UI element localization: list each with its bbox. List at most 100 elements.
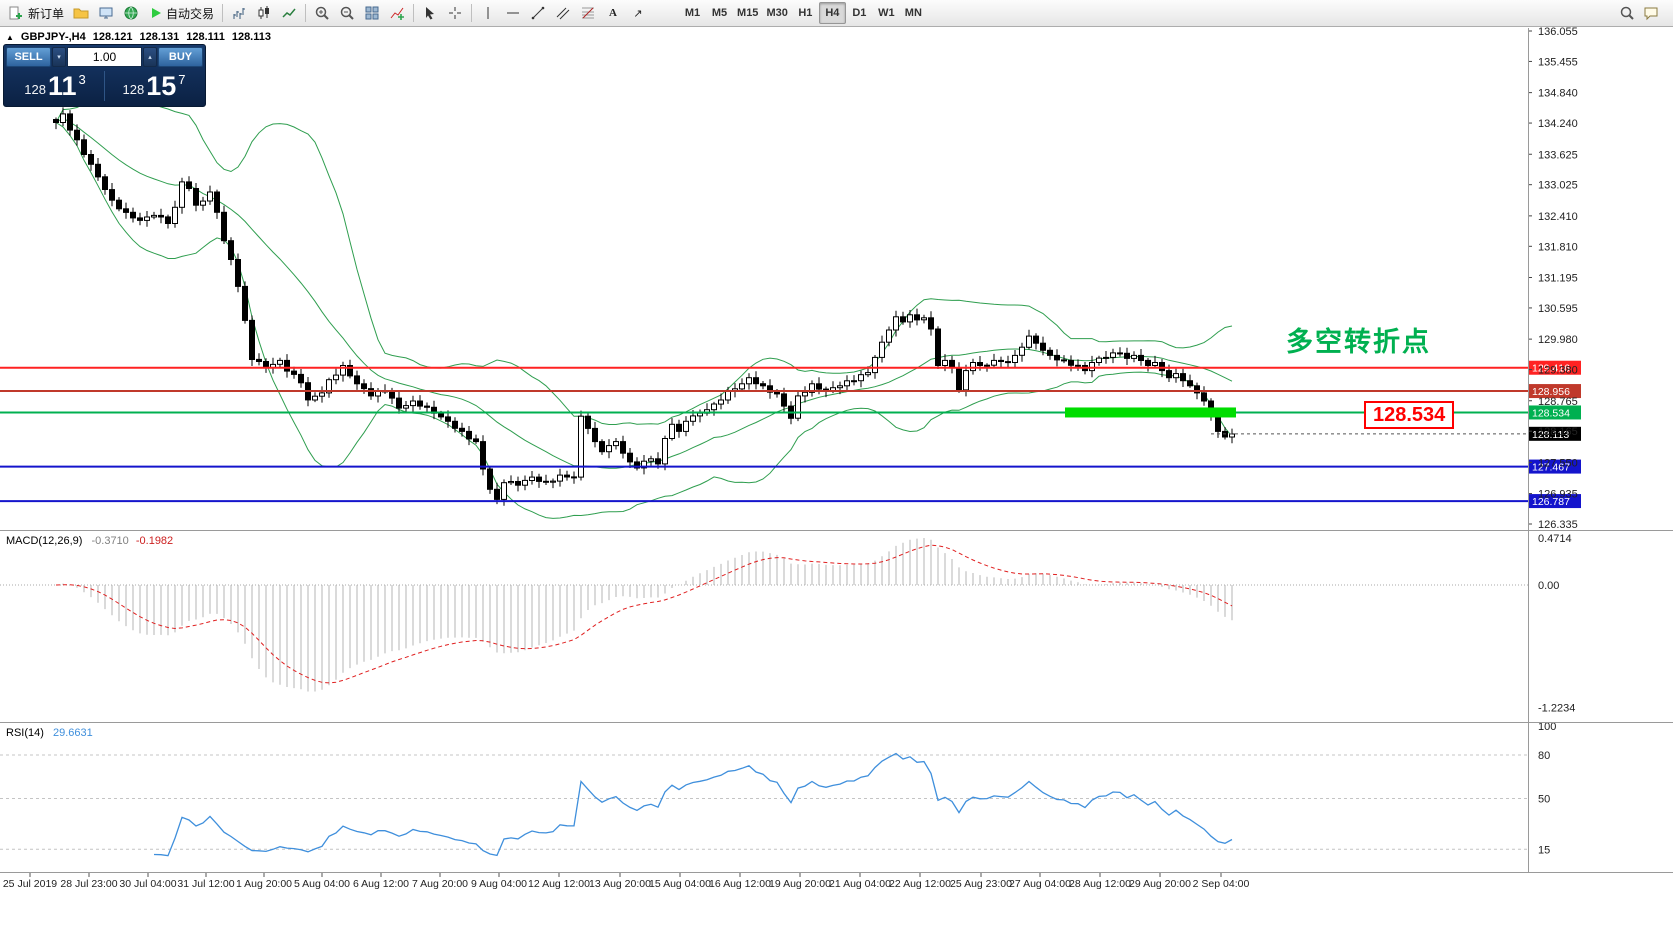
separator [413,4,415,22]
rsi-name: RSI(14) [6,727,44,739]
svg-text:130.595: 130.595 [1538,303,1578,315]
tile-windows-icon [365,6,379,20]
svg-text:16 Aug 12:00: 16 Aug 12:00 [709,878,771,890]
sell-price-sup: 3 [78,71,86,87]
search-button[interactable] [1615,2,1639,24]
timeframe-m5-button[interactable]: M5 [706,2,733,24]
crosshair-icon [449,7,462,19]
text-tool-button[interactable]: A [601,2,625,24]
separator [471,4,473,22]
ohlc-low: 128.111 [186,31,225,43]
svg-text:2 Sep 04:00: 2 Sep 04:00 [1193,878,1250,890]
svg-text:15: 15 [1538,844,1550,856]
timeframe-m15-button[interactable]: M15 [733,2,762,24]
rsi-label: RSI(14) 29.6631 [6,727,93,739]
collapse-arrow-icon[interactable]: ▲ [6,32,14,42]
svg-text:25 Jul 2019: 25 Jul 2019 [3,878,57,890]
ohlc-close: 128.113 [231,31,271,43]
bar-chart-button[interactable] [227,2,251,24]
market-watch-button[interactable] [94,2,118,24]
timeframe-m1-button[interactable]: M1 [679,2,706,24]
svg-text:126.935: 126.935 [1538,489,1578,501]
svg-text:80: 80 [1538,750,1550,762]
svg-text:126.787: 126.787 [1532,496,1570,508]
horizontal-levels[interactable]: 129.416 128.956 128.534 127.467 126.787 [0,360,1581,509]
channel-button[interactable] [551,2,575,24]
svg-text:128.956: 128.956 [1532,386,1570,398]
navigator-button[interactable] [119,2,143,24]
vertical-line-button[interactable] [476,2,500,24]
trendline-button[interactable] [526,2,550,24]
time-axis: 25 Jul 2019 28 Jul 23:00 30 Jul 04:00 31 Ju… [3,872,1250,890]
crosshair-button[interactable] [443,2,467,24]
zoom-in-button[interactable] [310,2,334,24]
zoom-out-button[interactable] [335,2,359,24]
level-highlight-bar [1065,407,1236,418]
svg-text:135.455: 135.455 [1538,56,1578,68]
volume-down-button[interactable]: ▾ [52,47,66,67]
svg-text:129.380: 129.380 [1538,365,1578,377]
buy-price[interactable]: 128 15 7 [105,71,203,101]
zoom-out-icon [340,6,354,20]
svg-text:1 Aug 20:00: 1 Aug 20:00 [236,878,292,890]
volume-input[interactable] [67,47,142,67]
macd-label: MACD(12,26,9) -0.3710 -0.1982 [6,535,173,547]
line-chart-icon [282,8,296,18]
price-level-tag [1528,459,1581,474]
chat-button[interactable] [1639,2,1663,24]
annotation-turning-point: 多空转折点 [1286,327,1431,357]
svg-text:127.550: 127.550 [1538,457,1578,469]
buy-price-sup: 7 [178,71,186,87]
timeframe-m30-button[interactable]: M30 [762,2,791,24]
indicators-button[interactable] [385,2,409,24]
cursor-button[interactable] [418,2,442,24]
arrow-tool-button[interactable]: ↗ [626,2,650,24]
order-controls-row: SELL ▾ ▴ BUY [6,47,203,67]
svg-text:127.467: 127.467 [1532,462,1570,474]
price-level-tag [1528,405,1581,420]
svg-text:100: 100 [1538,721,1556,733]
svg-text:27 Aug 04:00: 27 Aug 04:00 [1009,878,1071,890]
svg-text:13 Aug 20:00: 13 Aug 20:00 [589,878,651,890]
svg-text:-1.2234: -1.2234 [1538,702,1575,714]
timeframe-h4-button[interactable]: H4 [818,2,846,24]
sell-price[interactable]: 128 11 3 [6,71,104,101]
annotation-level-callout: 128.534 [1364,401,1455,429]
svg-text:133.625: 133.625 [1538,149,1578,161]
timeframe-w1-button[interactable]: W1 [873,2,900,24]
sell-button[interactable]: SELL [6,47,51,67]
new-order-button[interactable]: 新订单 [4,2,68,24]
tile-windows-button[interactable] [360,2,384,24]
rsi-panel: 100 80 50 15 [0,721,1556,857]
svg-text:128.534: 128.534 [1532,407,1570,419]
line-chart-button[interactable] [277,2,301,24]
rsi-value: 29.6631 [52,727,93,739]
toolbar-right-icons [1615,2,1663,24]
buy-button[interactable]: BUY [158,47,203,67]
svg-text:12 Aug 12:00: 12 Aug 12:00 [528,878,590,890]
timeframe-d1-button[interactable]: D1 [846,2,873,24]
autotrading-button[interactable]: 自动交易 [144,2,218,24]
svg-text:126.335: 126.335 [1538,519,1578,531]
toolbar: 新订单 自动交易 [0,0,1673,27]
timeframe-mn-button[interactable]: MN [900,2,927,24]
macd-panel: 0.4714 0.00 -1.2234 [0,533,1575,714]
price-axis: 136.055 135.455 134.840 134.240 133.625 133.0… [1528,26,1578,531]
fibonacci-button[interactable] [576,2,600,24]
svg-text:21 Aug 04:00: 21 Aug 04:00 [829,878,891,890]
buy-price-int: 128 [122,81,145,97]
svg-text:133.025: 133.025 [1538,180,1578,192]
svg-text:131.810: 131.810 [1538,241,1578,253]
svg-text:31 Jul 12:00: 31 Jul 12:00 [177,878,234,890]
svg-text:6 Aug 12:00: 6 Aug 12:00 [353,878,409,890]
timeframe-h1-button[interactable]: H1 [792,2,819,24]
volume-up-button[interactable]: ▴ [143,47,157,67]
panel-separators [0,28,1673,873]
candlestick-chart-button[interactable] [252,2,276,24]
svg-text:25 Aug 23:00: 25 Aug 23:00 [950,878,1012,890]
macd-name: MACD(12,26,9) [6,535,83,547]
price-level-tag [1528,494,1581,509]
profiles-button[interactable] [69,2,93,24]
horizontal-line-button[interactable] [501,2,525,24]
